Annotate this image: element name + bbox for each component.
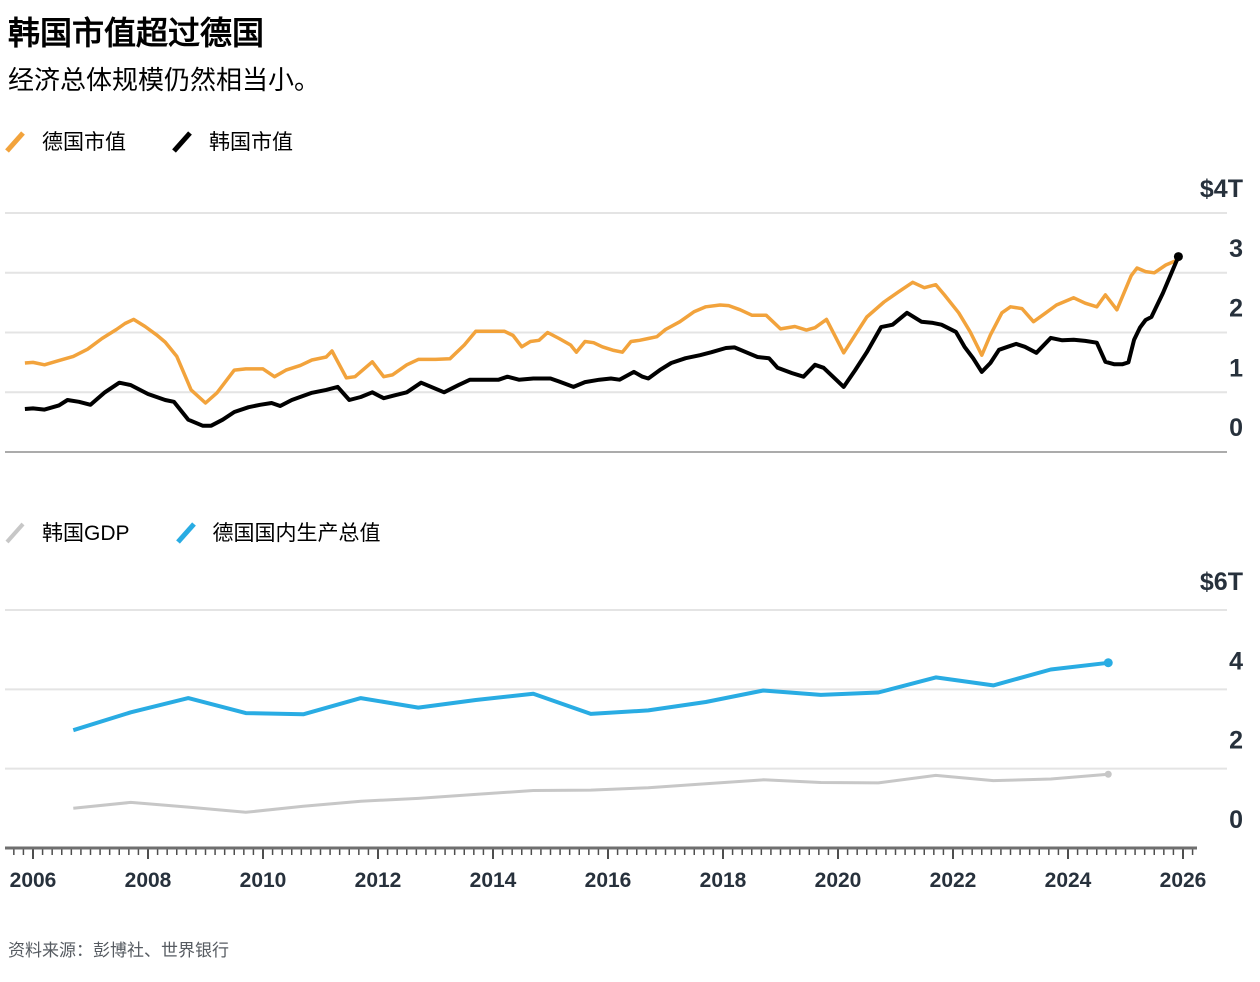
svg-text:2006: 2006 [10, 869, 57, 892]
legend-item-germany-gdp: 德国国内生产总值 [174, 517, 381, 547]
legend-label-germany-market-cap: 德国市值 [42, 131, 126, 154]
legend-item-korea-market-cap: 韩国市值 [170, 126, 293, 156]
svg-text:0: 0 [1229, 414, 1243, 442]
svg-text:$6T: $6T [1200, 568, 1243, 596]
legend-market-cap: 德国市值 韩国市值 [3, 126, 293, 156]
svg-text:2010: 2010 [240, 869, 287, 892]
svg-text:2020: 2020 [815, 869, 862, 892]
legend-gdp: 韩国GDP 德国国内生产总值 [3, 517, 381, 547]
svg-text:2026: 2026 [1160, 869, 1207, 892]
legend-label-germany-gdp: 德国国内生产总值 [212, 522, 381, 545]
svg-text:1: 1 [1229, 354, 1243, 382]
source-note: 资料来源：彭博社、世界银行 [8, 941, 229, 960]
svg-text:2012: 2012 [355, 869, 402, 892]
svg-text:2022: 2022 [930, 869, 977, 892]
legend-item-germany-market-cap: 德国市值 [3, 126, 126, 156]
svg-text:$4T: $4T [1200, 175, 1243, 203]
svg-text:2024: 2024 [1045, 869, 1092, 892]
svg-text:2008: 2008 [125, 869, 172, 892]
svg-text:2016: 2016 [585, 869, 632, 892]
market-cap-chart: $4T 3 2 1 0 [5, 175, 1243, 453]
svg-text:2: 2 [1229, 295, 1243, 323]
korea-market-cap-line-icon [172, 130, 192, 153]
svg-text:2018: 2018 [700, 869, 747, 892]
germany-market-cap-line-icon [5, 130, 25, 153]
svg-text:2: 2 [1229, 727, 1243, 755]
svg-text:4: 4 [1229, 647, 1243, 675]
legend-label-korea-gdp: 韩国GDP [42, 522, 130, 545]
page-subtitle: 经济总体规模仍然相当小。 [8, 65, 321, 95]
legend-item-korea-gdp: 韩国GDP [3, 517, 130, 547]
korea-gdp-line-icon [5, 522, 25, 543]
page-title: 韩国市值超过德国 [8, 15, 265, 51]
germany-gdp-line-icon [175, 521, 196, 544]
svg-text:2014: 2014 [470, 869, 517, 892]
legend-label-korea-market-cap: 韩国市值 [209, 131, 293, 154]
svg-text:3: 3 [1229, 235, 1243, 263]
gdp-chart: $6T 4 2 0 2006 2008 2010 2012 2014 2016 2018 2020 20… [5, 568, 1243, 892]
svg-text:0: 0 [1229, 806, 1243, 834]
